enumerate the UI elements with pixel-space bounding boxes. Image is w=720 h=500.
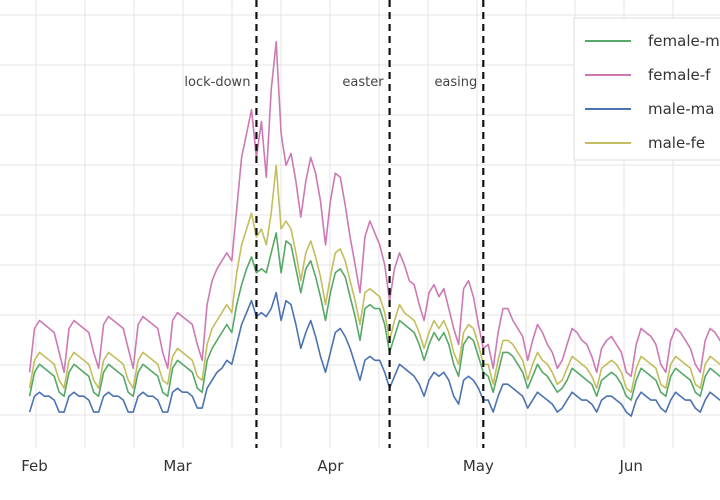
- legend-label-female-m: female-m: [648, 32, 720, 50]
- legend-label-male-fe: male-fe: [648, 134, 705, 152]
- x-tick-label-Apr: Apr: [317, 457, 344, 475]
- x-tick-label-Feb: Feb: [21, 457, 48, 475]
- series-lines: [28, 41, 720, 417]
- event-label-easing: easing: [434, 75, 477, 90]
- event-label-easter: easter: [342, 75, 384, 90]
- series-line-female-f: [28, 41, 720, 378]
- legend: female-m female-f male-ma male-fe: [573, 17, 720, 161]
- legend-label-female-f: female-f: [648, 66, 711, 84]
- legend-label-male-ma: male-ma: [648, 100, 714, 118]
- series-line-male-ma: [28, 291, 720, 417]
- event-label-lock-down: lock-down: [184, 75, 250, 90]
- series-line-female-m: [28, 232, 720, 401]
- x-tick-label-Mar: Mar: [163, 457, 192, 475]
- event-markers: lock-down easter easing: [184, 0, 485, 448]
- series-line-male-fe: [28, 164, 720, 394]
- x-axis-ticks: Feb Mar Apr May Jun: [21, 457, 643, 475]
- x-tick-label-Jun: Jun: [619, 457, 643, 475]
- x-tick-label-May: May: [463, 457, 494, 475]
